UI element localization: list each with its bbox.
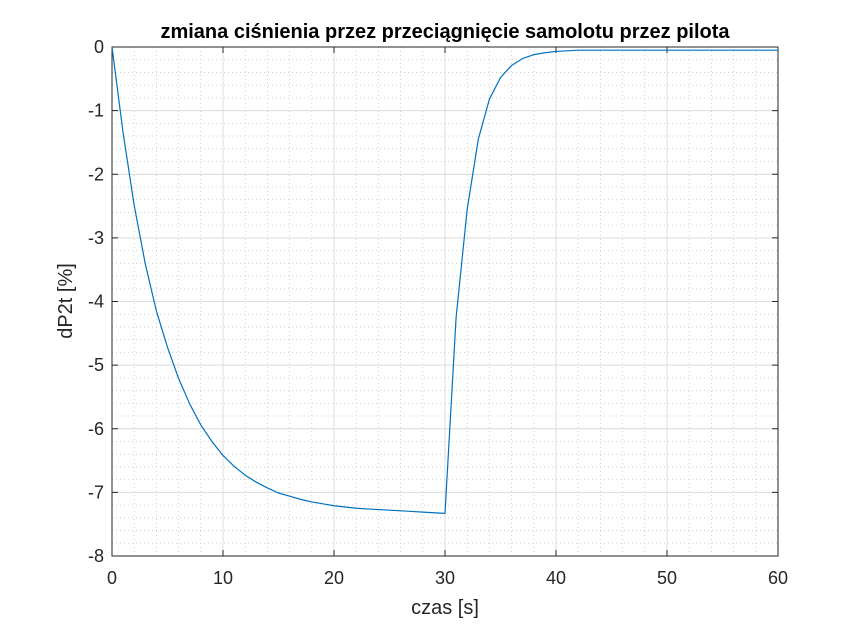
x-tick-label: 20 [324,568,344,588]
chart-title: zmiana ciśnienia przez przeciągnięcie sa… [160,21,730,43]
y-tick-label: -7 [88,482,104,502]
x-tick-label: 40 [546,568,566,588]
y-tick-label: -6 [88,419,104,439]
x-axis-label: czas [s] [411,597,479,619]
y-tick-label: -4 [88,292,104,312]
x-tick-label: 30 [435,568,455,588]
y-tick-label: -1 [88,101,104,121]
y-tick-label: -3 [88,228,104,248]
y-tick-label: -8 [88,546,104,566]
series-layer [111,46,778,514]
x-tick-label: 60 [768,568,788,588]
x-axis-ticks: 0 10 20 30 40 50 60 [107,47,788,588]
series-line [111,46,778,514]
y-axis-ticks: -8 -7 -6 -5 -4 -3 -2 -1 0 [88,37,778,566]
y-tick-label: 0 [94,37,104,57]
y-axis-label: dP2t [%] [55,263,77,339]
y-tick-label: -2 [88,164,104,184]
x-tick-label: 50 [657,568,677,588]
x-tick-label: 10 [213,568,233,588]
y-tick-label: -5 [88,355,104,375]
x-tick-label: 0 [107,568,117,588]
